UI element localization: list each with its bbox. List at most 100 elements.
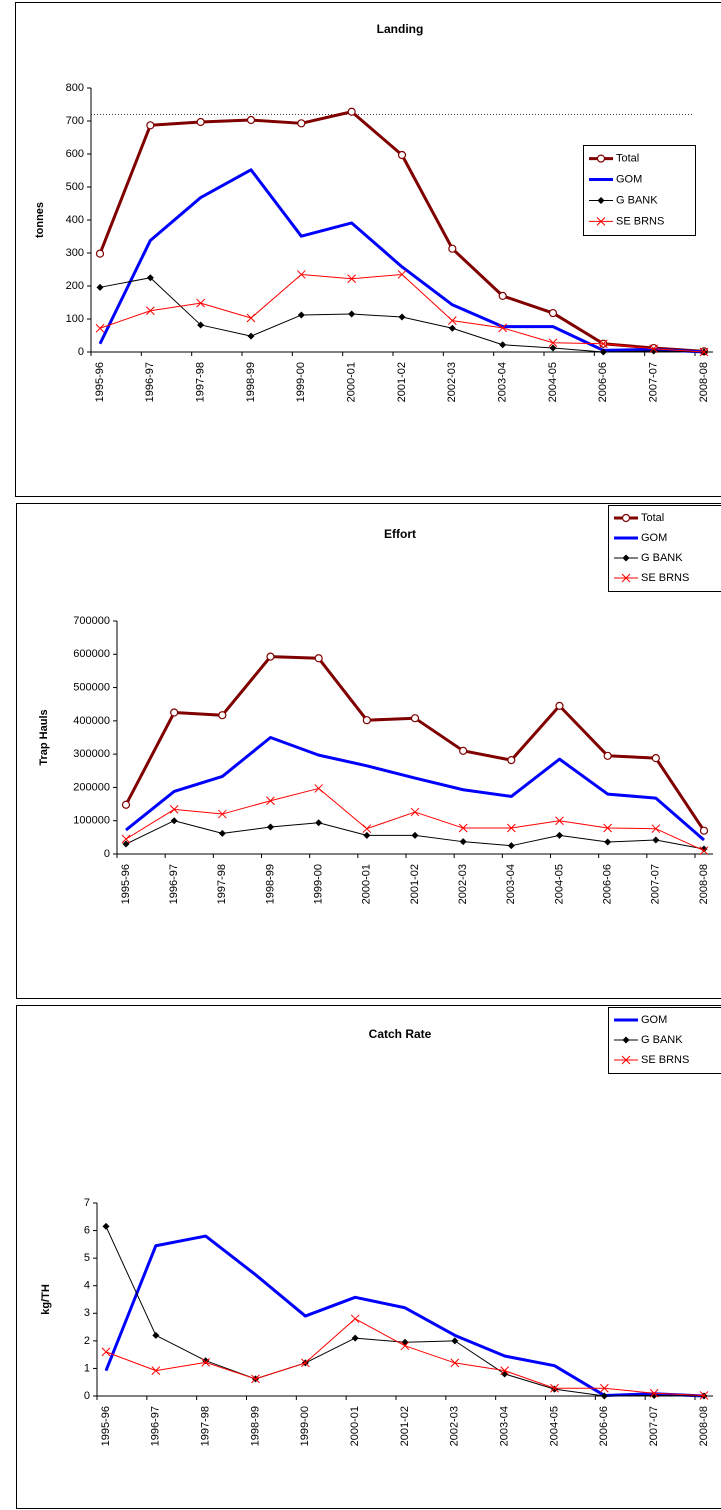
y-tick-label: 7: [84, 1197, 90, 1209]
marker: [266, 652, 275, 661]
marker: [101, 1347, 111, 1357]
marker: [699, 826, 709, 835]
legend-label: Total: [641, 512, 664, 524]
marker: [556, 831, 563, 839]
marker: [498, 291, 507, 300]
marker: [500, 1366, 510, 1375]
x-tick-label: 2008-08: [698, 1406, 710, 1446]
chart-frame: [16, 1005, 721, 1509]
marker: [599, 1383, 609, 1393]
x-tick-label: 2008-08: [698, 864, 710, 904]
marker: [398, 313, 406, 321]
marker: [622, 1036, 630, 1044]
marker: [622, 554, 630, 562]
marker: [95, 323, 105, 333]
y-tick-label: 0: [84, 1390, 90, 1402]
marker: [351, 1334, 359, 1342]
x-tick-label: 1996-97: [168, 864, 180, 904]
x-tick-label: 1997-98: [200, 1406, 212, 1446]
marker: [196, 117, 205, 127]
x-tick-label: 2000-01: [349, 1406, 361, 1446]
marker: [297, 119, 306, 128]
y-tick-label: 400: [66, 214, 84, 226]
marker: [348, 310, 356, 318]
y-tick-label: 600000: [73, 648, 110, 660]
marker: [621, 513, 631, 523]
marker: [266, 796, 275, 806]
marker: [296, 270, 306, 279]
marker: [95, 249, 105, 258]
y-tick-label: 200: [66, 280, 84, 292]
marker: [170, 708, 179, 717]
y-tick-label: 5: [84, 1252, 90, 1264]
x-tick-label: 2003-04: [499, 1406, 511, 1446]
marker: [400, 1341, 410, 1351]
chart-frame: [15, 2, 721, 497]
legend-label: GOM: [616, 173, 642, 185]
marker: [297, 311, 305, 319]
marker: [347, 107, 356, 116]
marker: [596, 217, 606, 226]
y-tick-label: 600: [66, 148, 84, 160]
legend-label: G BANK: [641, 552, 683, 564]
marker: [362, 716, 371, 725]
x-tick-label: 2008-08: [698, 362, 710, 402]
marker: [596, 154, 606, 163]
y-tick-label: 0: [78, 346, 84, 358]
marker: [122, 840, 130, 848]
marker: [621, 1055, 631, 1065]
legend-label: G BANK: [616, 194, 658, 206]
marker: [458, 823, 468, 833]
marker: [548, 308, 558, 318]
marker: [507, 756, 516, 765]
x-tick-label: 2001-02: [399, 1406, 411, 1446]
x-tick-label: 2007-07: [648, 1406, 660, 1446]
marker: [300, 1358, 310, 1368]
chart-title: Landing: [377, 22, 424, 36]
marker: [347, 274, 357, 284]
x-tick-label: 1998-99: [249, 1406, 261, 1446]
marker: [410, 807, 420, 817]
x-tick-label: 2007-07: [648, 362, 660, 402]
x-tick-label: 2003-04: [497, 362, 509, 402]
y-tick-label: 100: [66, 313, 84, 325]
marker: [197, 321, 205, 329]
marker: [169, 805, 179, 814]
marker: [548, 338, 558, 348]
y-tick-label: 800: [66, 82, 84, 94]
legend-label: Total: [616, 153, 639, 165]
y-tick-label: 100000: [73, 815, 110, 827]
y-tick-label: 2: [84, 1335, 90, 1347]
x-tick-label: 1999-00: [295, 362, 307, 402]
x-tick-label: 1998-99: [264, 864, 276, 904]
x-tick-label: 2006-06: [598, 1406, 610, 1446]
x-tick-label: 1996-97: [150, 1406, 162, 1446]
x-tick-label: 2004-05: [547, 362, 559, 402]
marker: [217, 809, 227, 819]
x-tick-label: 2000-01: [361, 864, 373, 904]
x-tick-label: 1995-96: [120, 864, 132, 904]
y-tick-label: 700000: [73, 615, 110, 627]
x-tick-label: 2004-05: [553, 864, 565, 904]
marker: [652, 836, 660, 844]
marker: [314, 654, 323, 663]
chart-title: Effort: [384, 527, 416, 541]
marker: [507, 842, 515, 850]
marker: [121, 834, 131, 844]
marker: [599, 348, 607, 356]
chart-title: Catch Rate: [369, 1027, 432, 1041]
marker: [649, 344, 659, 354]
marker: [555, 701, 564, 710]
marker: [549, 344, 557, 352]
marker: [621, 573, 631, 583]
marker: [201, 1358, 211, 1367]
y-axis-title: tonnes: [34, 202, 46, 238]
marker: [397, 150, 407, 160]
x-tick-label: 1995-96: [94, 362, 106, 402]
y-tick-label: 4: [84, 1280, 90, 1292]
legend-label: G BANK: [641, 1034, 683, 1046]
x-tick-label: 2007-07: [650, 864, 662, 904]
y-tick-label: 300: [66, 247, 84, 259]
marker: [651, 754, 660, 763]
legend-label: SE BRNS: [641, 1054, 689, 1066]
